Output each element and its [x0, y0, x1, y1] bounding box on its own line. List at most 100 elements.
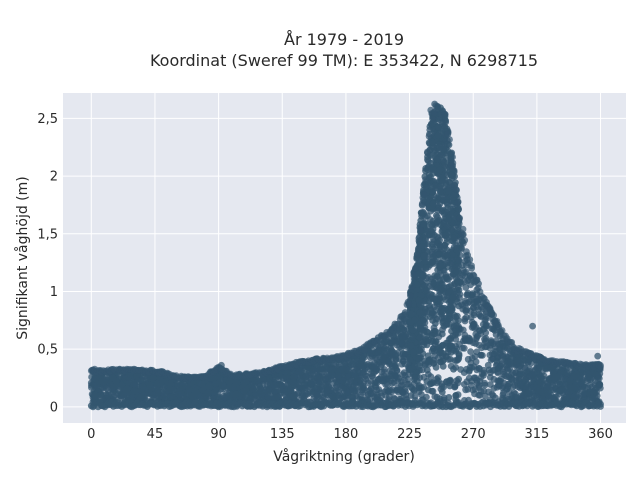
scatter-point	[482, 344, 489, 351]
scatter-point	[440, 276, 447, 283]
scatter-point	[407, 342, 414, 349]
scatter-point	[488, 357, 495, 364]
scatter-point	[139, 377, 146, 384]
scatter-point	[431, 311, 438, 318]
scatter-point	[461, 237, 468, 244]
scatter-point	[439, 120, 446, 127]
scatter-point	[440, 157, 447, 164]
scatter-point	[220, 393, 227, 400]
scatter-point	[410, 349, 417, 356]
scatter-point	[446, 315, 453, 322]
scatter-point	[100, 379, 107, 386]
scatter-point	[168, 393, 175, 400]
scatter-point	[454, 277, 461, 284]
scatter-point	[175, 388, 182, 395]
scatter-point	[450, 160, 457, 167]
scatter-point	[567, 378, 574, 385]
scatter-point	[347, 358, 354, 365]
scatter-point	[206, 382, 213, 389]
scatter-point	[411, 317, 418, 324]
scatter-point	[425, 352, 432, 359]
scatter-point	[421, 341, 428, 348]
scatter-point	[453, 186, 460, 193]
scatter-point	[453, 322, 460, 329]
scatter-point	[439, 389, 446, 396]
scatter-point	[529, 372, 536, 379]
scatter-point	[431, 296, 438, 303]
scatter-point	[468, 262, 475, 269]
scatter-point	[416, 235, 423, 242]
scatter-point	[455, 284, 462, 291]
scatter-point	[462, 284, 469, 291]
scatter-point	[411, 387, 418, 394]
scatter-point	[419, 200, 426, 207]
scatter-point	[439, 174, 446, 181]
scatter-point	[441, 323, 448, 330]
scatter-point	[445, 188, 452, 195]
scatter-point	[422, 165, 429, 172]
scatter-point	[204, 390, 211, 397]
scatter-point	[463, 248, 470, 255]
scatter-point	[495, 365, 502, 372]
scatter-point	[455, 355, 462, 362]
scatter-point	[398, 340, 405, 347]
scatter-point	[461, 316, 468, 323]
scatter-point	[596, 381, 603, 388]
scatter-point	[185, 387, 192, 394]
scatter-point	[445, 217, 452, 224]
scatter-point	[437, 349, 444, 356]
scatter-point	[339, 377, 346, 384]
scatter-point	[411, 363, 418, 370]
scatter-point	[526, 387, 533, 394]
scatter-point	[500, 351, 507, 358]
scatter-point	[131, 387, 138, 394]
scatter-point	[422, 176, 429, 183]
scatter-point	[428, 380, 435, 387]
scatter-point	[448, 343, 455, 350]
scatter-point	[409, 334, 416, 341]
scatter-point	[426, 133, 433, 140]
scatter-point	[430, 279, 437, 286]
scatter-point	[436, 166, 443, 173]
scatter-point	[475, 392, 482, 399]
scatter-point	[424, 367, 431, 374]
scatter-point	[94, 383, 101, 390]
scatter-point	[574, 374, 581, 381]
scatter-point	[462, 307, 469, 314]
scatter-point	[111, 393, 118, 400]
scatter-point	[538, 388, 545, 395]
scatter-point	[422, 298, 429, 305]
scatter-point	[217, 378, 224, 385]
scatter-point	[279, 383, 286, 390]
scatter-point	[105, 387, 112, 394]
scatter-point	[199, 381, 206, 388]
scatter-point	[437, 263, 444, 270]
scatter-point	[441, 284, 448, 291]
scatter-point	[423, 333, 430, 340]
scatter-point	[335, 392, 342, 399]
scatter-point	[587, 382, 594, 389]
scatter-point	[448, 260, 455, 267]
scatter-point	[445, 229, 452, 236]
scatter-point	[264, 394, 271, 401]
scatter-point	[371, 360, 378, 367]
scatter-point	[388, 337, 395, 344]
scatter-point	[491, 385, 498, 392]
scatter-point	[130, 381, 137, 388]
scatter-point	[412, 265, 419, 272]
scatter-point	[421, 191, 428, 198]
scatter-point	[581, 390, 588, 397]
scatter-point	[505, 381, 512, 388]
scatter-point	[372, 384, 379, 391]
scatter-point	[441, 305, 448, 312]
scatter-point	[316, 380, 323, 387]
scatter-point	[429, 188, 436, 195]
scatter-point	[467, 348, 474, 355]
scatter-point	[410, 272, 417, 279]
scatter-point	[417, 227, 424, 234]
scatter-point	[406, 356, 413, 363]
scatter-point	[455, 199, 462, 206]
scatter-point	[336, 383, 343, 390]
scatter-point	[454, 313, 461, 320]
